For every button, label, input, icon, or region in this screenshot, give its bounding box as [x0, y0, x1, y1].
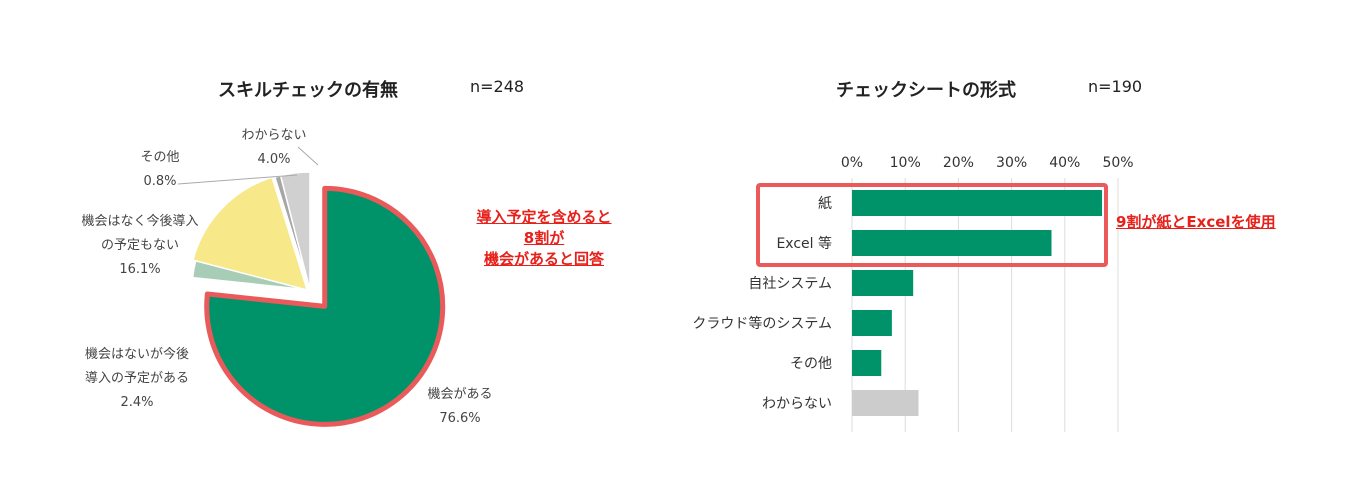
bar-category-label-0: 紙: [818, 196, 832, 212]
bar-2: [852, 270, 914, 296]
bar-tick-label-4: 40%: [1049, 155, 1080, 171]
pie-label-planned: 機会はないが今後 導入の予定がある 2.4%: [84, 347, 189, 410]
pie-slice-0: [204, 185, 446, 427]
pie-label-kikai-aru: 機会がある 76.6%: [427, 387, 493, 426]
pie-leader-sonota: [177, 174, 298, 185]
pie-annotation: 導入予定を含めると 8割が 機会があると回答: [476, 208, 612, 268]
bar-4: [852, 350, 882, 376]
pie-label-no-plan: 機会はなく今後導入 の予定もない 16.1%: [81, 214, 199, 277]
bar-category-label-5: わからない: [762, 396, 832, 412]
bar-category-label-3: クラウド等のシステム: [692, 315, 832, 332]
bar-chart-title: チェックシートの形式: [836, 80, 1016, 101]
pie-slice-4: [279, 171, 311, 291]
bar-tick-label-0: 0%: [841, 155, 863, 171]
pie-label-wakaranai: わからない 4.0%: [241, 128, 307, 167]
bar-sample-size: n=190: [1088, 77, 1143, 96]
bar-tick-label-1: 10%: [890, 155, 921, 171]
pie-slice-2: [192, 176, 308, 291]
bar-annotation: 9割が紙とExcelを使用: [1116, 213, 1276, 231]
pie-label-sonota: その他 0.8%: [140, 150, 180, 189]
pie-sample-size: n=248: [470, 77, 525, 96]
bar-3: [852, 310, 892, 336]
pie-chart-title: スキルチェックの有無: [218, 80, 398, 101]
bar-category-label-2: 自社システム: [748, 276, 832, 292]
bar-category-label-4: その他: [790, 356, 832, 372]
bar-tick-label-3: 30%: [996, 155, 1027, 171]
bar-0: [852, 190, 1103, 216]
bar-highlight-box: [756, 183, 1108, 267]
bar-1: [852, 230, 1052, 256]
pie-leader-wakaranai: [297, 146, 319, 166]
bar-category-label-1: Excel 等: [776, 235, 832, 252]
bar-tick-label-5: 50%: [1102, 155, 1133, 171]
bar-5: [852, 390, 919, 416]
bar-tick-label-2: 20%: [943, 155, 974, 171]
